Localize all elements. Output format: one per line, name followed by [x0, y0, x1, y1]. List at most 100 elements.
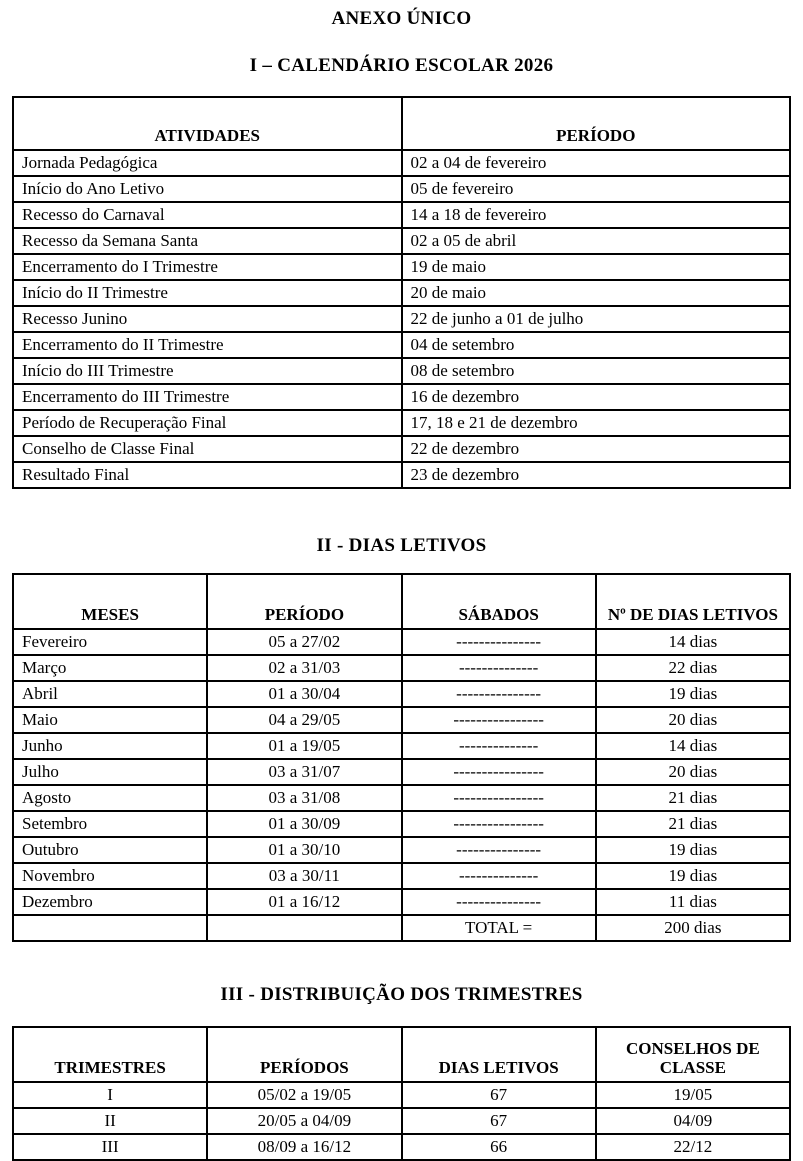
table-cell: 19/05	[594, 1081, 792, 1109]
table-cell: --------------	[400, 862, 597, 890]
table-cell: 20 dias	[594, 706, 792, 734]
table-cell: Setembro	[11, 810, 209, 838]
table-cell	[206, 914, 403, 942]
table-cell: III	[11, 1133, 209, 1161]
table-cell: 20 dias	[594, 758, 792, 786]
table-cell: 19 dias	[594, 862, 792, 890]
table-cell: 08 de setembro	[400, 357, 791, 385]
table-cell: I	[11, 1081, 209, 1109]
table-cell: Início do II Trimestre	[12, 279, 403, 307]
table-cell: 14 dias	[594, 628, 792, 656]
table-cell: Agosto	[11, 784, 209, 812]
table-row: II 20/05 a 04/09 67 04/09	[11, 1107, 792, 1135]
table-cell: ---------------	[400, 836, 597, 864]
table-cell: 19 de maio	[400, 253, 791, 281]
table-row: Início do Ano Letivo 05 de fevereiro	[12, 175, 791, 203]
table-row: Fevereiro 05 a 27/02 --------------- 14 dia…	[11, 628, 792, 656]
total-row: TOTAL = 200 dias	[11, 914, 792, 942]
column-header-meses: MESES	[11, 573, 209, 630]
table-row: Jornada Pedagógica 02 a 04 de fevereiro	[12, 149, 791, 177]
table-cell: Recesso da Semana Santa	[12, 227, 403, 255]
table-cell: ---------------	[400, 628, 597, 656]
table-cell: 21 dias	[594, 810, 792, 838]
table-cell: 01 a 30/04	[206, 680, 403, 708]
table-cell: 66	[400, 1133, 597, 1161]
table-row: Dezembro 01 a 16/12 --------------- 11 dias	[11, 888, 792, 916]
table-cell: Março	[11, 654, 209, 682]
column-header-atividades: ATIVIDADES	[12, 96, 403, 151]
column-header-periodo: PERÍODO	[400, 96, 791, 151]
table-row: I 05/02 a 19/05 67 19/05	[11, 1081, 792, 1109]
table-cell	[11, 914, 209, 942]
table-row: Recesso do Carnaval 14 a 18 de fevereiro	[12, 201, 791, 229]
table-row: Maio 04 a 29/05 ---------------- 20 dias	[11, 706, 792, 734]
column-header-sabados: SÁBADOS	[400, 573, 597, 630]
table-row: Setembro 01 a 30/09 ---------------- 21 dia…	[11, 810, 792, 838]
table-cell: 67	[400, 1107, 597, 1135]
table-row: Julho 03 a 31/07 ---------------- 20 dias	[11, 758, 792, 786]
school-days-table: MESES PERÍODO SÁBADOS Nº DE DIAS LETIVOS…	[11, 573, 792, 942]
table-row: Junho 01 a 19/05 -------------- 14 dias	[11, 732, 792, 760]
table-row: Novembro 03 a 30/11 -------------- 19 dias	[11, 862, 792, 890]
column-header-periodo: PERÍODO	[206, 573, 403, 630]
table-cell: ----------------	[400, 706, 597, 734]
table-cell: --------------	[400, 654, 597, 682]
table-cell: 20 de maio	[400, 279, 791, 307]
table-cell: Abril	[11, 680, 209, 708]
table-cell: 01 a 16/12	[206, 888, 403, 916]
table-cell: Outubro	[11, 836, 209, 864]
table-cell: 02 a 31/03	[206, 654, 403, 682]
table-cell: Início do Ano Letivo	[12, 175, 403, 203]
table-cell: 16 de dezembro	[400, 383, 791, 411]
header-row: MESES PERÍODO SÁBADOS Nº DE DIAS LETIVOS	[11, 573, 792, 630]
table-cell: Período de Recuperação Final	[12, 409, 403, 437]
column-header-trimestres: TRIMESTRES	[11, 1026, 209, 1083]
table-cell: Junho	[11, 732, 209, 760]
table-cell: Recesso Junino	[12, 305, 403, 333]
calendar-table-header: ATIVIDADES PERÍODO	[12, 96, 791, 151]
table-row: Encerramento do I Trimestre 19 de maio	[12, 253, 791, 281]
table-cell: 01 a 30/09	[206, 810, 403, 838]
table-cell: 03 a 30/11	[206, 862, 403, 890]
table-cell: 01 a 30/10	[206, 836, 403, 864]
table-cell: Fevereiro	[11, 628, 209, 656]
table-cell: Conselho de Classe Final	[12, 435, 403, 463]
school-days-table-total: TOTAL = 200 dias	[11, 914, 792, 942]
table-cell: 02 a 04 de fevereiro	[400, 149, 791, 177]
table-cell: ----------------	[400, 758, 597, 786]
column-header-num-dias-letivos: Nº DE DIAS LETIVOS	[594, 573, 792, 630]
table-cell: 19 dias	[594, 836, 792, 864]
table-cell: 67	[400, 1081, 597, 1109]
table-cell: 04/09	[594, 1107, 792, 1135]
table-cell: 22 de dezembro	[400, 435, 791, 463]
table-cell: ---------------	[400, 680, 597, 708]
table-row: Recesso da Semana Santa 02 a 05 de abril	[12, 227, 791, 255]
school-days-table-header: MESES PERÍODO SÁBADOS Nº DE DIAS LETIVOS	[11, 573, 792, 630]
table-cell: 03 a 31/07	[206, 758, 403, 786]
trimesters-table-header: TRIMESTRES PERÍODOS DIAS LETIVOS CONSELH…	[11, 1026, 792, 1083]
table-row: Agosto 03 a 31/08 ---------------- 21 dias	[11, 784, 792, 812]
school-days-table-body: Fevereiro 05 a 27/02 --------------- 14 dia…	[11, 628, 792, 916]
table-cell: ----------------	[400, 784, 597, 812]
column-header-conselhos-de-classe: CONSELHOS DE CLASSE	[594, 1026, 792, 1083]
table-row: Conselho de Classe Final 22 de dezembro	[12, 435, 791, 463]
table-cell: 05/02 a 19/05	[206, 1081, 403, 1109]
table-cell: Novembro	[11, 862, 209, 890]
table-cell: 20/05 a 04/09	[206, 1107, 403, 1135]
section-title-calendar: I – CALENDÁRIO ESCOLAR 2026	[249, 55, 554, 76]
table-cell: Encerramento do II Trimestre	[12, 331, 403, 359]
table-cell: 02 a 05 de abril	[400, 227, 791, 255]
table-cell: Encerramento do III Trimestre	[12, 383, 403, 411]
table-cell: Dezembro	[11, 888, 209, 916]
trimesters-table-body: I 05/02 a 19/05 67 19/05 II 20/05 a 04/09 67 04…	[11, 1081, 792, 1161]
table-cell: 19 dias	[594, 680, 792, 708]
table-cell: Julho	[11, 758, 209, 786]
table-cell: ----------------	[400, 810, 597, 838]
table-cell: 21 dias	[594, 784, 792, 812]
table-cell: 11 dias	[594, 888, 792, 916]
table-cell: 14 dias	[594, 732, 792, 760]
header-row: TRIMESTRES PERÍODOS DIAS LETIVOS CONSELH…	[11, 1026, 792, 1083]
table-cell: 05 de fevereiro	[400, 175, 791, 203]
table-cell: 04 a 29/05	[206, 706, 403, 734]
table-cell: 22/12	[594, 1133, 792, 1161]
